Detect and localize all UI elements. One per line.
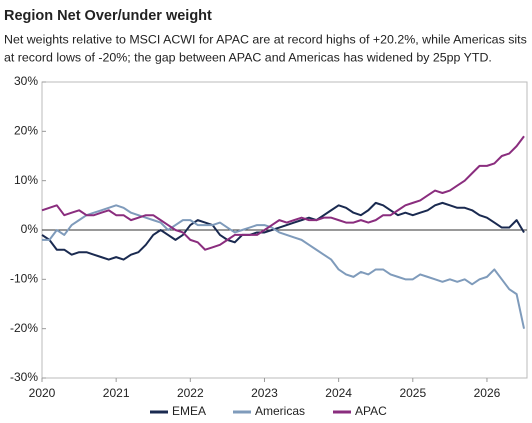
chart-title: Region Net Over/under weight <box>4 8 212 24</box>
series-line <box>41 201 525 261</box>
y-tick-label: -30% <box>10 370 38 384</box>
x-tick-label: 2025 <box>399 386 426 400</box>
y-tick-label: 10% <box>14 173 38 187</box>
legend-label: Americas <box>255 404 305 418</box>
series-line <box>41 135 525 251</box>
x-tick-label: 2020 <box>29 386 56 400</box>
x-tick-label: 2024 <box>325 386 352 400</box>
y-tick-label: -10% <box>10 272 38 286</box>
x-tick-label: 2021 <box>103 386 130 400</box>
chart-subtitle: Net weights relative to MSCI ACWI for AP… <box>4 32 527 46</box>
y-tick-label: 30% <box>14 74 38 88</box>
legend-label: APAC <box>355 404 387 418</box>
x-tick-label: 2023 <box>251 386 278 400</box>
x-tick-label: 2026 <box>474 386 501 400</box>
y-tick-label: 20% <box>14 124 38 138</box>
chart-subtitle: at record lows of -20%; the gap between … <box>4 50 492 64</box>
y-tick-label: 0% <box>21 222 39 236</box>
y-tick-label: -20% <box>10 321 38 335</box>
legend-label: EMEA <box>172 404 206 418</box>
x-tick-label: 2022 <box>177 386 204 400</box>
series-line <box>42 204 526 329</box>
